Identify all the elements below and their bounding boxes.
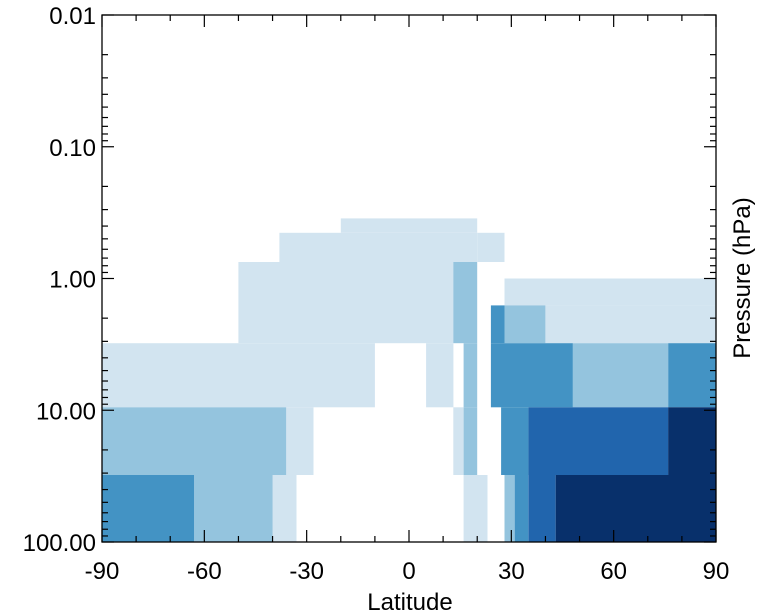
heatmap-cell (528, 475, 556, 542)
x-axis-ticks: -90 -60 -30 0 30 60 90 (85, 15, 730, 585)
heatmap-cell (463, 407, 478, 475)
heatmap-cell (514, 475, 529, 542)
x-tick-label: -90 (85, 558, 120, 585)
heatmap-cell (453, 407, 464, 475)
x-tick-label: 0 (402, 558, 415, 585)
y-axis-ticks: 0.01 0.10 1.00 10.00 100.00 (23, 3, 716, 557)
heatmap-cell (272, 475, 297, 542)
heatmap-cell (463, 475, 488, 542)
x-axis-title: Latitude (367, 589, 452, 614)
heatmap-cell (572, 343, 669, 408)
heatmap-cell (668, 407, 716, 475)
y-tick-label: 1.00 (49, 267, 96, 294)
heatmap-cell (463, 343, 478, 408)
heatmap-cell (504, 278, 716, 306)
heatmap-cell (453, 262, 478, 344)
x-tick-label: -60 (187, 558, 222, 585)
heatmap-cell (286, 407, 314, 475)
x-tick-label: 60 (600, 558, 627, 585)
y-tick-label: 0.10 (49, 135, 96, 162)
heatmap-cell (555, 475, 716, 542)
heatmap-cell (528, 407, 669, 475)
heatmap-cell (545, 305, 716, 344)
heatmap-cell (279, 232, 478, 262)
heatmap-cell (102, 343, 375, 408)
x-tick-label: -30 (289, 558, 324, 585)
x-tick-label: 90 (703, 558, 730, 585)
heatmap-cell (490, 305, 505, 344)
heatmap-cell (340, 218, 478, 233)
heatmap-cell (668, 343, 716, 408)
heatmap-cell (490, 343, 573, 408)
heatmap-cell (477, 232, 505, 262)
heatmap-cell (501, 407, 529, 475)
heatmap-cell (238, 262, 454, 344)
heatmap-cell (102, 407, 287, 475)
heatmap-cell (102, 475, 195, 542)
y-tick-label: 0.01 (49, 3, 96, 30)
heatmap-cell (194, 475, 273, 542)
y-axis-title: Pressure (hPa) (729, 197, 756, 358)
heatmap-cell (426, 343, 454, 408)
heatmap-cell (504, 475, 515, 542)
heatmap-cell (504, 305, 546, 344)
y-tick-label: 10.00 (36, 398, 96, 425)
x-tick-label: 30 (498, 558, 525, 585)
y-tick-label: 100.00 (23, 530, 96, 557)
heatmap-cells (102, 218, 716, 542)
